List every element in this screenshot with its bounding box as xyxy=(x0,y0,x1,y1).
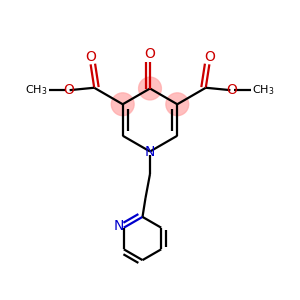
Circle shape xyxy=(166,93,189,116)
Text: CH$_3$: CH$_3$ xyxy=(252,83,275,97)
Circle shape xyxy=(139,77,161,100)
Circle shape xyxy=(111,93,134,116)
Text: N: N xyxy=(145,145,155,158)
Text: O: O xyxy=(85,50,96,64)
Text: N: N xyxy=(114,220,124,233)
Text: O: O xyxy=(226,83,237,97)
Text: O: O xyxy=(145,47,155,61)
Text: O: O xyxy=(204,50,215,64)
Text: O: O xyxy=(63,83,74,97)
Text: CH$_3$: CH$_3$ xyxy=(25,83,48,97)
